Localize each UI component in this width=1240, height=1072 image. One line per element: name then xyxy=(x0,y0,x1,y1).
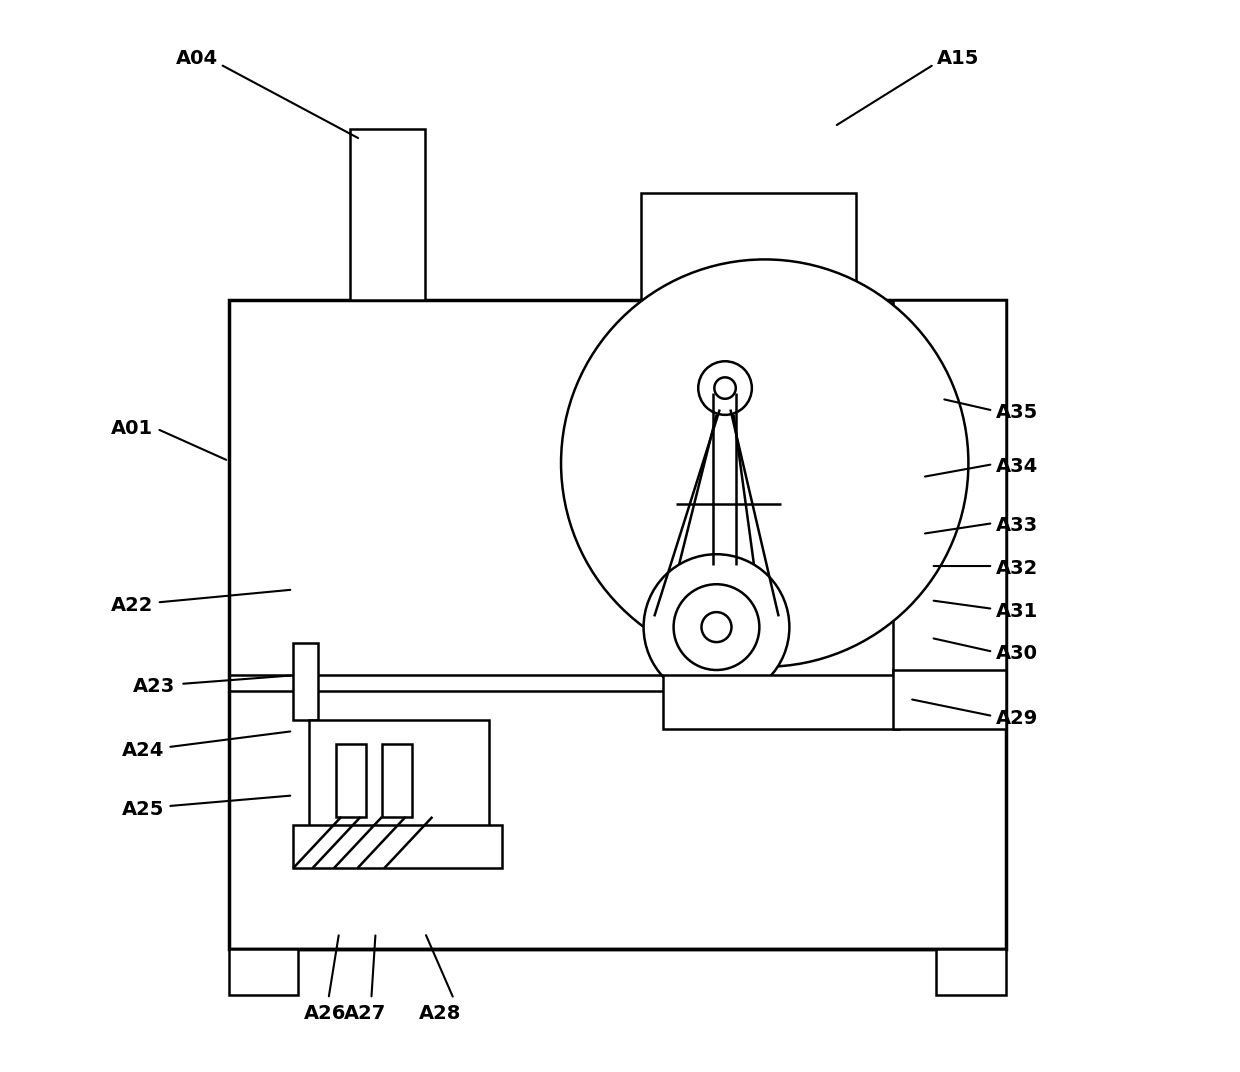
Text: A25: A25 xyxy=(122,800,164,819)
Text: A15: A15 xyxy=(936,49,978,69)
Bar xyxy=(663,675,899,729)
Bar xyxy=(936,949,1006,995)
Text: A31: A31 xyxy=(996,601,1038,621)
Text: A26: A26 xyxy=(304,1003,346,1023)
Text: A23: A23 xyxy=(133,676,175,696)
Text: A30: A30 xyxy=(996,644,1038,664)
Bar xyxy=(309,720,490,828)
Text: A04: A04 xyxy=(176,49,218,69)
Bar xyxy=(336,744,366,817)
Text: A27: A27 xyxy=(343,1003,386,1023)
Text: A32: A32 xyxy=(996,559,1038,578)
Text: A34: A34 xyxy=(996,457,1038,476)
Circle shape xyxy=(560,259,968,667)
Text: A29: A29 xyxy=(996,709,1038,728)
Text: A28: A28 xyxy=(419,1003,461,1023)
Bar xyxy=(382,744,412,817)
Text: A22: A22 xyxy=(112,596,154,615)
Text: A33: A33 xyxy=(996,516,1038,535)
Circle shape xyxy=(644,554,790,700)
Bar xyxy=(228,949,299,995)
Bar xyxy=(641,193,856,300)
Bar xyxy=(350,129,425,300)
Text: A01: A01 xyxy=(112,419,154,438)
Circle shape xyxy=(702,612,732,642)
Bar xyxy=(228,300,1006,949)
Bar xyxy=(893,300,1006,724)
Bar xyxy=(293,825,502,868)
Text: A35: A35 xyxy=(996,403,1038,422)
Circle shape xyxy=(673,584,759,670)
Circle shape xyxy=(714,377,735,399)
Text: A24: A24 xyxy=(122,741,164,760)
Bar xyxy=(893,670,1006,729)
Circle shape xyxy=(698,361,751,415)
Bar xyxy=(293,643,317,720)
